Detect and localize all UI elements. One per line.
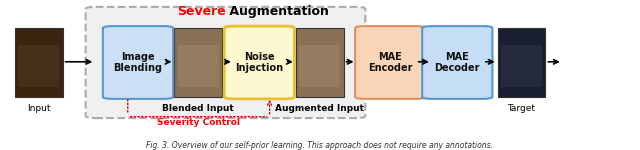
Text: Blended Input: Blended Input: [163, 104, 234, 113]
Bar: [15, 28, 63, 97]
FancyBboxPatch shape: [224, 26, 294, 99]
FancyBboxPatch shape: [355, 26, 426, 99]
Text: Fig. 3. Overview of our self-prior learning. This approach does not require any : Fig. 3. Overview of our self-prior learn…: [147, 141, 493, 150]
Text: Severity Control: Severity Control: [157, 118, 240, 127]
Bar: [18, 45, 60, 87]
Text: MAE
Encoder: MAE Encoder: [368, 52, 413, 73]
Text: Augmentation: Augmentation: [225, 6, 330, 18]
Bar: [174, 28, 222, 97]
Text: Augmented Input: Augmented Input: [275, 104, 364, 113]
Bar: [500, 45, 542, 87]
Text: Input: Input: [27, 104, 51, 113]
FancyBboxPatch shape: [103, 26, 173, 99]
Bar: [177, 45, 219, 87]
Text: Image
Blending: Image Blending: [113, 52, 163, 73]
Text: Target: Target: [508, 104, 536, 113]
Text: Severe: Severe: [177, 6, 225, 18]
FancyBboxPatch shape: [422, 26, 492, 99]
Bar: [296, 28, 344, 97]
Text: Noise
Injection: Noise Injection: [236, 52, 284, 73]
Bar: [299, 45, 340, 87]
Bar: [497, 28, 545, 97]
Text: MAE
Decoder: MAE Decoder: [435, 52, 480, 73]
FancyBboxPatch shape: [86, 7, 365, 118]
